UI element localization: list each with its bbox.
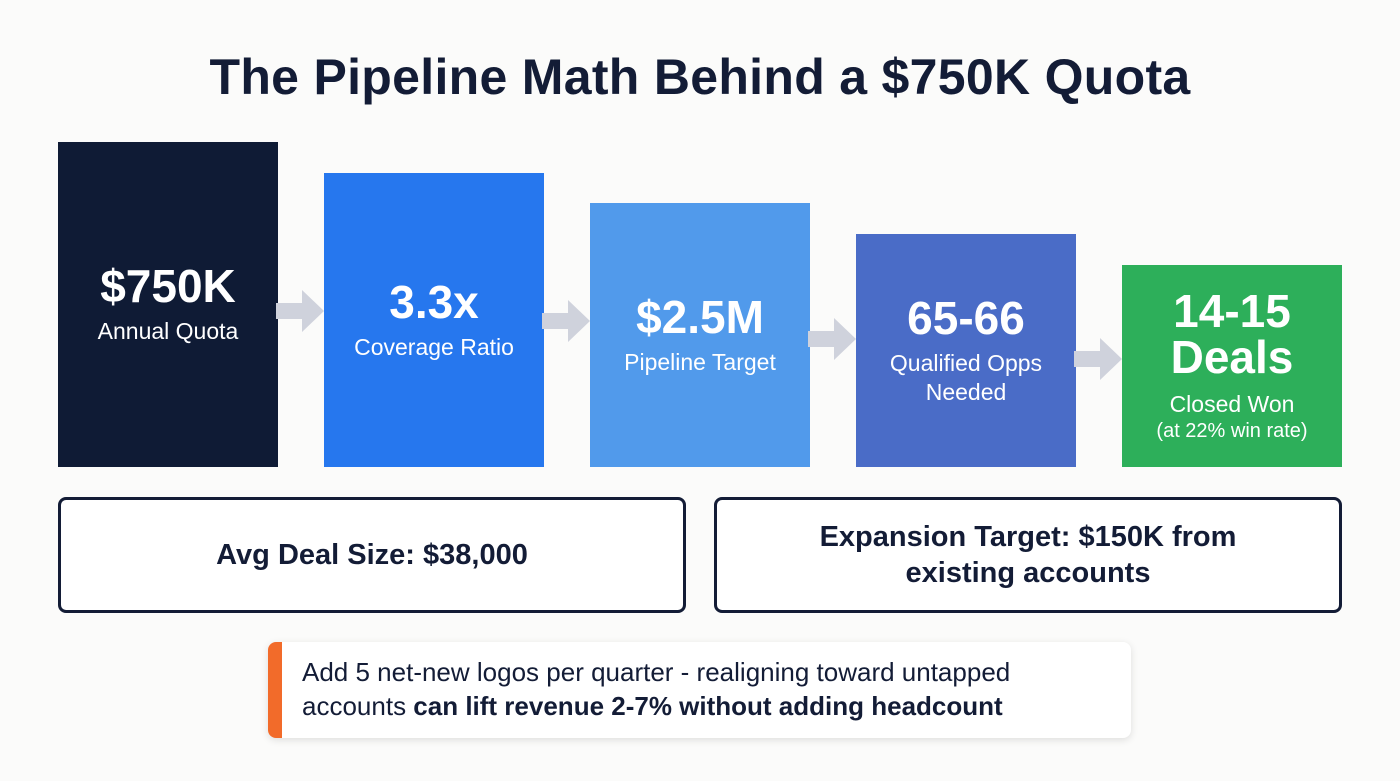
expansion-target-text: Expansion Target: $150K from existing ac…	[819, 520, 1237, 589]
step-label: Coverage Ratio	[354, 333, 514, 360]
step-label: Pipeline Target	[624, 348, 776, 375]
step-closed-won: 14-15 Deals Closed Won (at 22% win rate)	[1122, 265, 1342, 467]
step-value: 3.3x	[389, 275, 479, 328]
step-annual-quota: $750K Annual Quota	[58, 142, 278, 467]
avg-deal-size-text: Avg Deal Size: $38,000	[216, 538, 528, 571]
arrow-right-icon	[808, 318, 856, 360]
expansion-target-box: Expansion Target: $150K from existing ac…	[714, 497, 1342, 613]
step-qualified-opps: 65-66 Qualified Opps Needed	[856, 234, 1076, 467]
step-value: $750K	[100, 260, 236, 313]
step-label: Annual Quota	[97, 318, 239, 345]
arrow-right-icon	[276, 290, 324, 332]
step-value-line1: 14-15	[1173, 285, 1291, 338]
step-label: Qualified Opps Needed	[889, 349, 1043, 405]
step-sublabel: (at 22% win rate)	[1156, 419, 1308, 442]
step-coverage-ratio: 3.3x Coverage Ratio	[324, 173, 544, 467]
callout-accent-bar	[268, 642, 282, 738]
callout-text-bold: can lift revenue 2-7% without adding hea…	[413, 690, 1003, 721]
insight-callout: Add 5 net-new logos per quarter - realig…	[268, 642, 1131, 738]
callout-text-regular: Add 5 net-new logos per quarter - realig…	[302, 657, 1011, 721]
arrow-right-icon	[1074, 338, 1122, 380]
arrow-right-icon	[542, 300, 590, 342]
step-label: Closed Won	[1169, 391, 1295, 418]
callout-text: Add 5 net-new logos per quarter - realig…	[302, 656, 1111, 724]
step-value: 65-66	[907, 291, 1025, 344]
page-title: The Pipeline Math Behind a $750K Quota	[209, 49, 1191, 105]
step-value: $2.5M	[636, 290, 764, 343]
avg-deal-size-box: Avg Deal Size: $38,000	[58, 497, 686, 613]
step-value-line2: Deals	[1170, 331, 1294, 384]
step-pipeline-target: $2.5M Pipeline Target	[590, 203, 810, 467]
